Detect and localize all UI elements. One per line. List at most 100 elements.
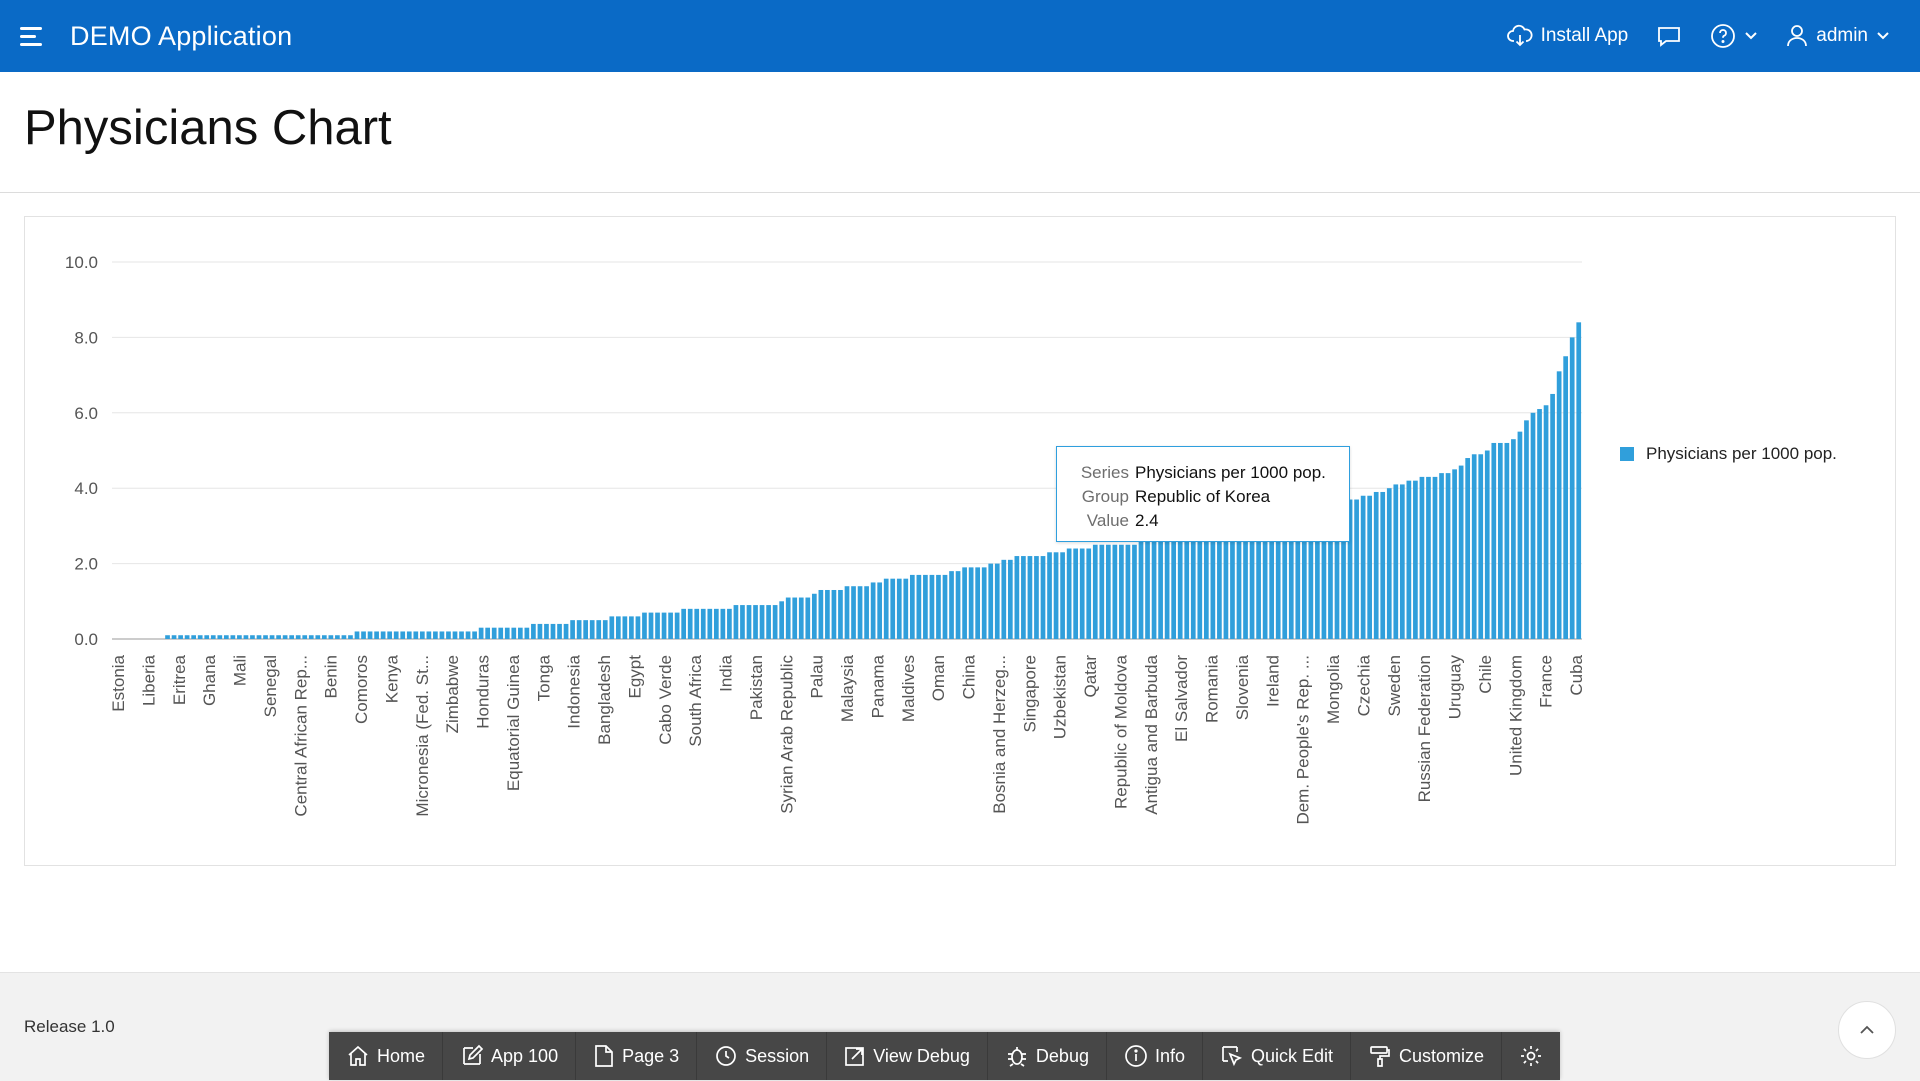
chart-bar[interactable] <box>321 635 327 639</box>
chart-bar[interactable] <box>1471 454 1477 639</box>
dev-app-button[interactable]: App 100 <box>443 1032 577 1080</box>
chart-bar[interactable] <box>256 635 262 639</box>
chart-bar[interactable] <box>1550 393 1555 639</box>
chart-bar[interactable] <box>1301 510 1307 639</box>
chart-bar[interactable] <box>1386 488 1392 639</box>
chart-bar[interactable] <box>831 589 837 639</box>
chart-bar[interactable] <box>981 567 987 639</box>
chart-bar[interactable] <box>1145 540 1150 639</box>
chart-bar[interactable] <box>1112 544 1118 639</box>
chart-bar[interactable] <box>1563 356 1569 639</box>
chart-bar[interactable] <box>1426 476 1431 639</box>
chart-bar[interactable] <box>1132 544 1137 639</box>
chart-bar[interactable] <box>1569 337 1575 639</box>
chart-bar[interactable] <box>1328 507 1333 639</box>
chart-bar[interactable] <box>433 631 438 639</box>
chart-bar[interactable] <box>1060 552 1065 639</box>
chart-bar[interactable] <box>1419 476 1425 639</box>
chart-legend[interactable]: Physicians per 1000 pop. <box>1620 444 1837 464</box>
chart-bar[interactable] <box>753 605 758 639</box>
chart-bar[interactable] <box>1334 503 1340 639</box>
chart-bar[interactable] <box>1210 529 1216 639</box>
chart-bar[interactable] <box>818 589 824 639</box>
chart-bar[interactable] <box>694 608 700 639</box>
chart-bar[interactable] <box>531 623 536 639</box>
chart-bar[interactable] <box>282 635 288 639</box>
chart-bar[interactable] <box>896 578 902 639</box>
chart-bar[interactable] <box>916 574 922 639</box>
dev-page-button[interactable]: Page 3 <box>576 1032 698 1080</box>
chart-bar[interactable] <box>1164 537 1170 639</box>
menu-toggle-icon[interactable] <box>20 21 50 51</box>
chart-bar[interactable] <box>243 635 249 639</box>
chart-bar[interactable] <box>1347 499 1353 639</box>
install-app-button[interactable]: Install App <box>1506 24 1628 48</box>
chart-bar[interactable] <box>1445 473 1451 639</box>
chart-bar[interactable] <box>1230 525 1235 639</box>
chart-bar[interactable] <box>1184 533 1190 639</box>
chart-bar[interactable] <box>1256 522 1261 639</box>
chart-bar[interactable] <box>1530 412 1536 639</box>
chart-bar[interactable] <box>439 631 445 639</box>
chart-bar[interactable] <box>1027 556 1033 639</box>
chart-bar[interactable] <box>1484 450 1490 640</box>
chart-bar[interactable] <box>727 608 732 639</box>
chart-bar[interactable] <box>1393 484 1399 639</box>
chart-bar[interactable] <box>295 635 301 639</box>
chart-bar[interactable] <box>1432 476 1438 639</box>
chart-bar[interactable] <box>975 567 981 639</box>
chart-bar[interactable] <box>779 601 785 639</box>
chart-bar[interactable] <box>1092 544 1098 639</box>
chart-bar[interactable] <box>1406 480 1412 639</box>
chart-bar[interactable] <box>1576 322 1582 639</box>
chart-bar[interactable] <box>1321 507 1327 639</box>
chart-bar[interactable] <box>994 563 1000 639</box>
chart-bar[interactable] <box>923 574 928 639</box>
chart-bar[interactable] <box>805 597 811 639</box>
chart-bar[interactable] <box>302 635 308 639</box>
chart-bar[interactable] <box>1171 537 1177 639</box>
chart-bar[interactable] <box>661 612 667 639</box>
chart-bar[interactable] <box>478 627 484 639</box>
chart-bar[interactable] <box>419 631 425 639</box>
chart-bar[interactable] <box>615 616 621 639</box>
dev-session-button[interactable]: Session <box>697 1032 828 1080</box>
chart-bar[interactable] <box>909 574 915 639</box>
chart-bar[interactable] <box>315 635 321 639</box>
chart-bar[interactable] <box>1197 533 1203 639</box>
chart-bar[interactable] <box>1315 507 1320 639</box>
chart-bar[interactable] <box>367 631 373 639</box>
chart-bar[interactable] <box>1119 544 1124 639</box>
dev-debug-button[interactable]: Debug <box>988 1032 1107 1080</box>
chart-bar[interactable] <box>191 635 197 639</box>
chart-bar[interactable] <box>792 597 798 639</box>
chart-bar[interactable] <box>857 586 863 639</box>
chart-bar[interactable] <box>1360 495 1366 639</box>
chart-bar[interactable] <box>1158 540 1163 639</box>
chart-bar[interactable] <box>557 623 562 639</box>
chart-bar[interactable] <box>1001 559 1007 639</box>
chart-bar[interactable] <box>766 605 771 639</box>
chart-bar[interactable] <box>772 605 778 639</box>
chart-bar[interactable] <box>472 631 477 639</box>
chart-bar[interactable] <box>785 597 791 639</box>
chart-bar[interactable] <box>936 574 941 639</box>
chart-bar[interactable] <box>361 631 366 639</box>
chart-bar[interactable] <box>1537 409 1542 639</box>
chart-bar[interactable] <box>406 631 412 639</box>
chart-bar[interactable] <box>1478 454 1484 639</box>
dev-quick-edit-button[interactable]: Quick Edit <box>1203 1032 1352 1080</box>
chart-bar[interactable] <box>1217 529 1222 639</box>
chart-bar[interactable] <box>452 631 458 639</box>
chart-bar[interactable] <box>583 620 589 639</box>
chart-bar[interactable] <box>465 631 471 639</box>
chart-bar[interactable] <box>687 608 693 639</box>
chart-bar[interactable] <box>746 605 752 639</box>
chart-bar[interactable] <box>485 627 491 639</box>
chart-bar[interactable] <box>1125 544 1131 639</box>
chart-bar[interactable] <box>511 627 517 639</box>
chart-bar[interactable] <box>308 635 314 639</box>
chart-bar[interactable] <box>949 571 954 639</box>
chart-bar[interactable] <box>988 563 994 639</box>
chart-bar[interactable] <box>1177 537 1183 639</box>
